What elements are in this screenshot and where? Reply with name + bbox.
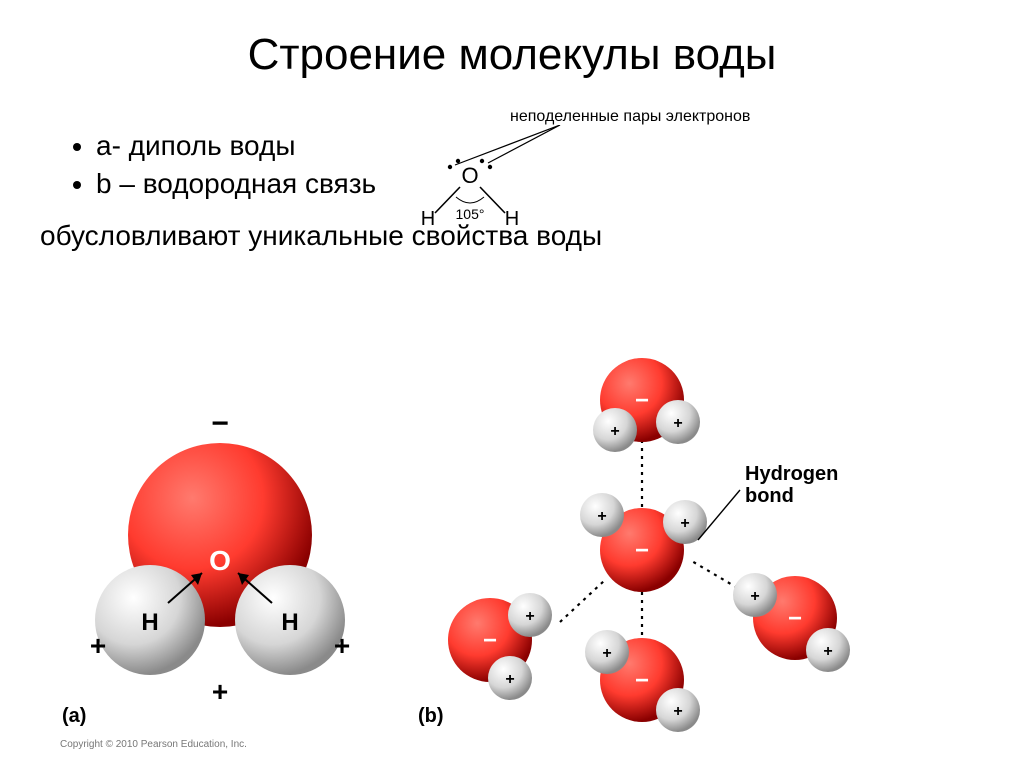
lone-pair-dot [488, 165, 492, 169]
panel-a-label: (a) [62, 705, 86, 728]
copyright-text: Copyright © 2010 Pearson Education, Inc. [60, 739, 247, 750]
molecules-group: −++−++−++−++−++ [448, 358, 850, 732]
panel-b-label: (b) [418, 705, 444, 728]
lone-pair-dot [456, 159, 460, 163]
angle-arc [456, 197, 484, 203]
plus-sign: + [680, 515, 689, 532]
water-molecule: − + + [733, 573, 850, 672]
water-molecule: −++ [448, 593, 552, 700]
plus-sign: + [602, 645, 611, 662]
hydrogen-symbol: H [281, 609, 298, 636]
slide-title: Строение молекулы воды [0, 0, 1024, 80]
plus-sign: + [525, 608, 534, 625]
minus-sign: − [635, 667, 649, 694]
hbond-label: Hydrogen bond [745, 463, 844, 507]
plus-sign: + [673, 415, 682, 432]
leader-line [455, 125, 560, 165]
figure-b-hbonds: −++−++−++−++−++ Hydrogen bond [410, 340, 930, 740]
plus-sign: + [212, 676, 228, 707]
minus-sign: − [635, 387, 649, 414]
plus-sign: + [334, 630, 350, 661]
figure-a-dipole: − O H H + + + [60, 405, 380, 725]
plus-sign: + [90, 630, 106, 661]
water-molecule: −++ [593, 358, 700, 452]
oxygen-symbol: O [461, 163, 478, 188]
plus-sign: + [750, 588, 759, 605]
hydrogen-symbol: H [141, 609, 158, 636]
hydrogen-bond-line [560, 580, 605, 622]
hydrogen-symbol: H [505, 208, 519, 230]
angle-label: 105° [456, 206, 485, 222]
minus-sign: − [635, 537, 649, 564]
hydrogen-symbol: H [421, 208, 435, 230]
bullet-item: а- диполь воды [96, 130, 376, 162]
lone-pair-label: неподеленные пары электронов [510, 108, 750, 126]
plus-sign: + [597, 508, 606, 525]
minus-sign: − [483, 627, 497, 654]
lone-pair-dot [480, 159, 484, 163]
water-molecule: − + + [585, 630, 700, 732]
minus-sign: − [211, 407, 229, 440]
lewis-structure: O H H 105° [390, 125, 700, 235]
oxygen-symbol: O [209, 545, 231, 576]
minus-sign: − [788, 605, 802, 632]
plus-sign: + [610, 423, 619, 440]
bullet-list: а- диполь воды b – водородная связь [68, 130, 376, 206]
plus-sign: + [823, 643, 832, 660]
plus-sign: + [505, 671, 514, 688]
water-molecule: − + + [580, 493, 707, 592]
bullet-item: b – водородная связь [96, 168, 376, 200]
plus-sign: + [673, 703, 682, 720]
leader-line [488, 125, 560, 163]
lone-pair-dot [448, 165, 452, 169]
